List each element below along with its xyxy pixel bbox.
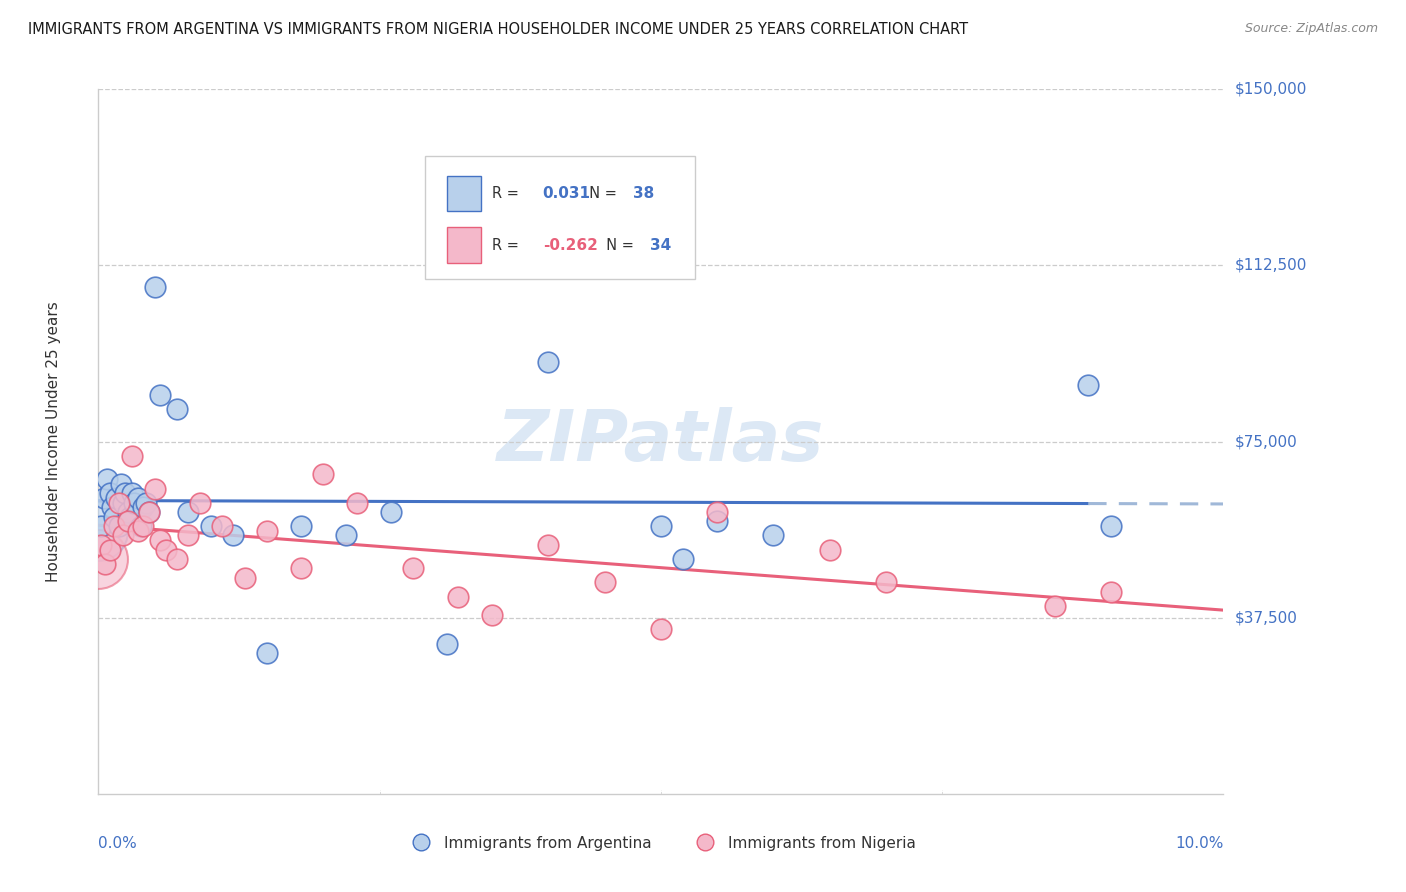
Point bbox=[290, 519, 312, 533]
Point bbox=[143, 279, 166, 293]
Point bbox=[114, 486, 136, 500]
Point bbox=[290, 561, 312, 575]
Point bbox=[762, 528, 785, 542]
Point bbox=[138, 505, 160, 519]
Point bbox=[312, 467, 335, 482]
Point bbox=[98, 486, 121, 500]
Point bbox=[90, 538, 112, 552]
Text: N =: N = bbox=[596, 237, 638, 252]
Text: R =: R = bbox=[492, 237, 523, 252]
Point bbox=[166, 552, 188, 566]
Text: $112,500: $112,500 bbox=[1234, 258, 1306, 273]
Point bbox=[256, 524, 278, 538]
Point bbox=[107, 519, 129, 533]
Point bbox=[121, 449, 143, 463]
Point bbox=[87, 552, 110, 566]
Point bbox=[1043, 599, 1066, 613]
Point bbox=[103, 519, 125, 533]
Point bbox=[1099, 585, 1122, 599]
FancyBboxPatch shape bbox=[447, 176, 481, 211]
Point bbox=[112, 528, 135, 542]
Point bbox=[155, 542, 177, 557]
Point bbox=[127, 491, 149, 505]
Text: $150,000: $150,000 bbox=[1234, 82, 1306, 96]
Point bbox=[447, 590, 470, 604]
Point bbox=[177, 505, 200, 519]
Point bbox=[94, 557, 117, 571]
Text: Householder Income Under 25 years: Householder Income Under 25 years bbox=[46, 301, 60, 582]
Point bbox=[135, 495, 157, 509]
Point bbox=[107, 495, 129, 509]
Point bbox=[256, 646, 278, 660]
Point bbox=[537, 538, 560, 552]
Point bbox=[188, 495, 211, 509]
Text: 38: 38 bbox=[633, 186, 654, 202]
Text: N =: N = bbox=[579, 186, 621, 202]
Point bbox=[132, 500, 155, 515]
Point bbox=[875, 575, 897, 590]
Point bbox=[593, 575, 616, 590]
Point bbox=[706, 515, 728, 529]
Point bbox=[143, 482, 166, 496]
Text: 10.0%: 10.0% bbox=[1175, 836, 1223, 851]
Point bbox=[436, 636, 458, 650]
Point bbox=[112, 495, 135, 509]
Text: ZIPatlas: ZIPatlas bbox=[498, 407, 824, 476]
FancyBboxPatch shape bbox=[447, 227, 481, 263]
Point bbox=[346, 495, 368, 509]
Point bbox=[149, 387, 172, 401]
Point bbox=[166, 401, 188, 416]
Point bbox=[818, 542, 841, 557]
Text: 34: 34 bbox=[650, 237, 671, 252]
Text: $75,000: $75,000 bbox=[1234, 434, 1298, 449]
Point bbox=[706, 505, 728, 519]
Point bbox=[211, 519, 233, 533]
Text: $37,500: $37,500 bbox=[1234, 610, 1298, 625]
Point bbox=[98, 542, 121, 557]
Point bbox=[117, 505, 139, 519]
Point bbox=[101, 500, 124, 515]
Point bbox=[110, 476, 132, 491]
Point bbox=[117, 515, 139, 529]
Point bbox=[138, 505, 160, 519]
Text: 0.0%: 0.0% bbox=[98, 836, 138, 851]
Point bbox=[121, 486, 143, 500]
Point bbox=[129, 519, 152, 533]
Point bbox=[124, 495, 146, 509]
Point bbox=[149, 533, 172, 548]
FancyBboxPatch shape bbox=[425, 156, 695, 279]
Point bbox=[650, 519, 672, 533]
Point bbox=[200, 519, 222, 533]
Text: R =: R = bbox=[492, 186, 523, 202]
Point bbox=[222, 528, 245, 542]
Point bbox=[132, 519, 155, 533]
Point bbox=[672, 552, 695, 566]
Point bbox=[118, 509, 141, 524]
Point bbox=[87, 524, 110, 538]
Legend: Immigrants from Argentina, Immigrants from Nigeria: Immigrants from Argentina, Immigrants fr… bbox=[399, 830, 922, 856]
Text: Source: ZipAtlas.com: Source: ZipAtlas.com bbox=[1244, 22, 1378, 36]
Text: 0.031: 0.031 bbox=[543, 186, 591, 202]
Point bbox=[1099, 519, 1122, 533]
Point bbox=[127, 524, 149, 538]
Point bbox=[1077, 378, 1099, 392]
Point bbox=[650, 623, 672, 637]
Point bbox=[90, 519, 112, 533]
Point bbox=[103, 509, 125, 524]
Text: IMMIGRANTS FROM ARGENTINA VS IMMIGRANTS FROM NIGERIA HOUSEHOLDER INCOME UNDER 25: IMMIGRANTS FROM ARGENTINA VS IMMIGRANTS … bbox=[28, 22, 969, 37]
Point bbox=[105, 491, 128, 505]
Point bbox=[96, 472, 118, 486]
Point bbox=[402, 561, 425, 575]
Text: -0.262: -0.262 bbox=[543, 237, 598, 252]
Point bbox=[93, 491, 115, 505]
Point bbox=[335, 528, 357, 542]
Point bbox=[537, 354, 560, 368]
Point bbox=[177, 528, 200, 542]
Point bbox=[380, 505, 402, 519]
Point bbox=[233, 571, 256, 585]
Point bbox=[481, 608, 503, 623]
